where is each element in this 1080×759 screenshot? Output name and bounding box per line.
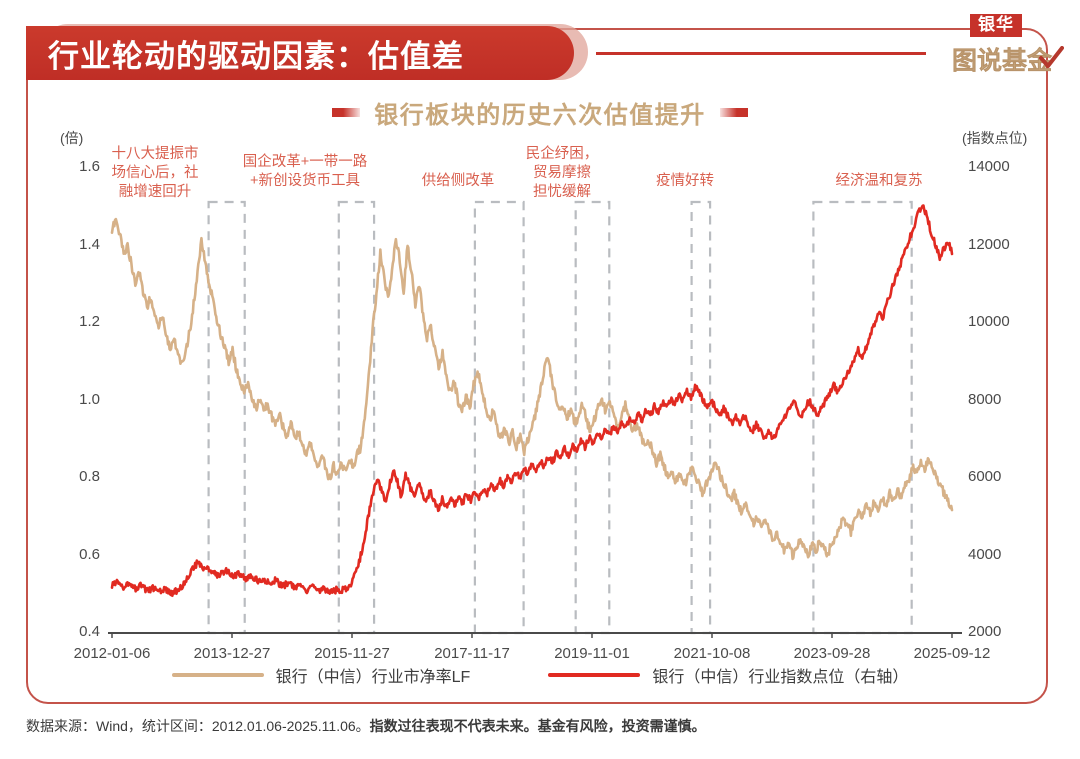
y-tick-left-2: 1.2 bbox=[79, 313, 100, 330]
y-tick-right-0: 14000 bbox=[968, 158, 1010, 175]
highlight-box-4 bbox=[574, 200, 611, 635]
highlight-box-6 bbox=[812, 200, 913, 635]
y-tick-left-5: 0.6 bbox=[79, 545, 100, 563]
y-tick-left-4: 0.8 bbox=[79, 468, 100, 485]
y-axis-unit-right: (指数点位) bbox=[962, 130, 1028, 146]
y-tick-left-6: 0.4 bbox=[79, 623, 100, 640]
footer-note: 数据来源：Wind，统计区间：2012.01.06-2025.11.06。指数过… bbox=[26, 716, 1056, 736]
legend-label-2: 银行（中信）行业指数点位（右轴） bbox=[652, 669, 909, 686]
logo-badge: 银华 bbox=[970, 14, 1022, 37]
dash-icon-right bbox=[719, 108, 748, 117]
x-tick-2: 2015-11-27 bbox=[314, 645, 390, 662]
legend-item-1[interactable]: 银行（中信）行业市净率LF bbox=[171, 663, 471, 687]
chart-annotation-3: 供给侧改革 bbox=[421, 173, 495, 189]
logo-wordmark: 图说基金 bbox=[952, 47, 1053, 75]
x-tick-7: 2025-09-12 bbox=[913, 645, 991, 662]
x-tick-6: 2023-09-28 bbox=[793, 645, 871, 662]
dash-icon-left bbox=[332, 108, 361, 117]
chart-legend: 银行（中信）行业市净率LF 银行（中信）行业指数点位（右轴） bbox=[0, 663, 1080, 687]
title-rule bbox=[596, 52, 926, 55]
x-tick-3: 2017-11-17 bbox=[434, 645, 510, 662]
chart-subtitle: 银行板块的历史六次估值提升 bbox=[374, 102, 706, 129]
page-title-banner: 行业轮动的驱动因素：估值差 bbox=[26, 26, 574, 80]
chart-annotation-6: 经济温和复苏 bbox=[835, 173, 923, 189]
y-tick-left-3: 1.0 bbox=[79, 390, 100, 408]
chart-annotation-2: 国企改革+一带一路 +新创设货币工具 bbox=[242, 154, 368, 190]
footer-disclaimer: 指数过往表现不代表未来。基金有风险，投资需谨慎。 bbox=[369, 718, 706, 734]
brand-logo: 银华 图说基金 bbox=[952, 14, 1064, 86]
y-tick-right-5: 4000 bbox=[968, 545, 1002, 563]
legend-label-1: 银行（中信）行业市净率LF bbox=[275, 669, 471, 686]
x-tick-5: 2021-10-08 bbox=[673, 645, 751, 662]
check-icon bbox=[1039, 46, 1064, 68]
legend-swatch-2 bbox=[548, 673, 641, 677]
chart-annotation-1: 十八大提振市 场信心后，社 融增速回升 bbox=[111, 146, 199, 201]
y-tick-right-6: 2000 bbox=[968, 623, 1002, 640]
series-line-2 bbox=[110, 204, 954, 598]
chart-annotation-4: 民企纾困， 贸易摩擦 担忧缓解 bbox=[525, 146, 599, 201]
footer-source: 数据来源：Wind，统计区间：2012.01.06-2025.11.06。 bbox=[26, 718, 370, 734]
y-tick-right-3: 8000 bbox=[968, 390, 1002, 408]
chart-annotation-5: 疫情好转 bbox=[656, 173, 714, 189]
x-tick-0: 2012-01-06 bbox=[73, 645, 151, 662]
chart-subtitle-row: 银行板块的历史六次估值提升 bbox=[0, 95, 1080, 130]
legend-item-2[interactable]: 银行（中信）行业指数点位（右轴） bbox=[548, 663, 908, 687]
legend-swatch-1 bbox=[171, 673, 264, 677]
page-title: 行业轮动的驱动因素：估值差 bbox=[48, 38, 464, 74]
series-line-1 bbox=[110, 217, 954, 561]
y-tick-right-1: 12000 bbox=[968, 235, 1010, 253]
x-tick-4: 2019-11-01 bbox=[554, 645, 630, 662]
y-tick-left-1: 1.4 bbox=[79, 235, 100, 253]
highlight-box-5 bbox=[690, 200, 712, 635]
y-tick-left-0: 1.6 bbox=[79, 158, 100, 175]
y-axis-unit-left: (倍) bbox=[60, 130, 84, 146]
y-tick-right-4: 6000 bbox=[968, 468, 1002, 485]
x-tick-1: 2013-12-27 bbox=[193, 645, 271, 662]
y-tick-right-2: 10000 bbox=[968, 313, 1010, 330]
highlight-box-3 bbox=[473, 200, 525, 635]
